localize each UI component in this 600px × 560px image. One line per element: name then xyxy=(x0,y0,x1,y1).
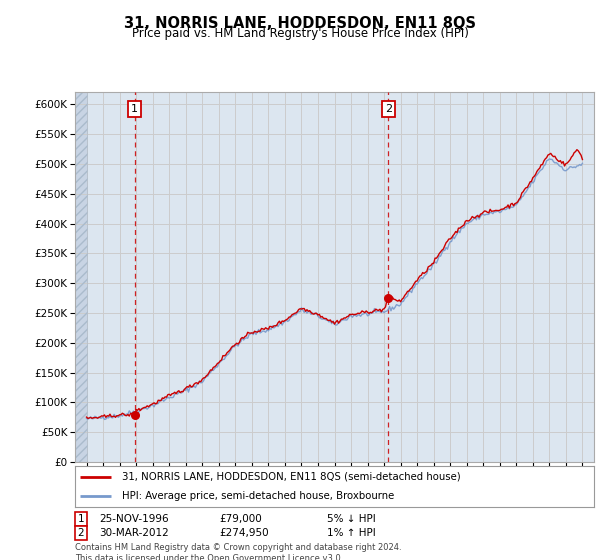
Text: £274,950: £274,950 xyxy=(219,528,269,538)
Text: 5% ↓ HPI: 5% ↓ HPI xyxy=(327,514,376,524)
Text: 31, NORRIS LANE, HODDESDON, EN11 8QS (semi-detached house): 31, NORRIS LANE, HODDESDON, EN11 8QS (se… xyxy=(122,472,460,482)
Text: 2: 2 xyxy=(385,104,392,114)
Text: £79,000: £79,000 xyxy=(219,514,262,524)
Text: 30-MAR-2012: 30-MAR-2012 xyxy=(99,528,169,538)
Text: HPI: Average price, semi-detached house, Broxbourne: HPI: Average price, semi-detached house,… xyxy=(122,491,394,501)
Text: 31, NORRIS LANE, HODDESDON, EN11 8QS: 31, NORRIS LANE, HODDESDON, EN11 8QS xyxy=(124,16,476,31)
Bar xyxy=(75,92,86,462)
Text: 1% ↑ HPI: 1% ↑ HPI xyxy=(327,528,376,538)
Text: 1: 1 xyxy=(131,104,138,114)
Bar xyxy=(75,92,86,462)
Text: 1: 1 xyxy=(77,514,85,524)
Text: 2: 2 xyxy=(77,528,85,538)
Text: Price paid vs. HM Land Registry's House Price Index (HPI): Price paid vs. HM Land Registry's House … xyxy=(131,27,469,40)
Text: Contains HM Land Registry data © Crown copyright and database right 2024.
This d: Contains HM Land Registry data © Crown c… xyxy=(75,543,401,560)
Text: 25-NOV-1996: 25-NOV-1996 xyxy=(99,514,169,524)
